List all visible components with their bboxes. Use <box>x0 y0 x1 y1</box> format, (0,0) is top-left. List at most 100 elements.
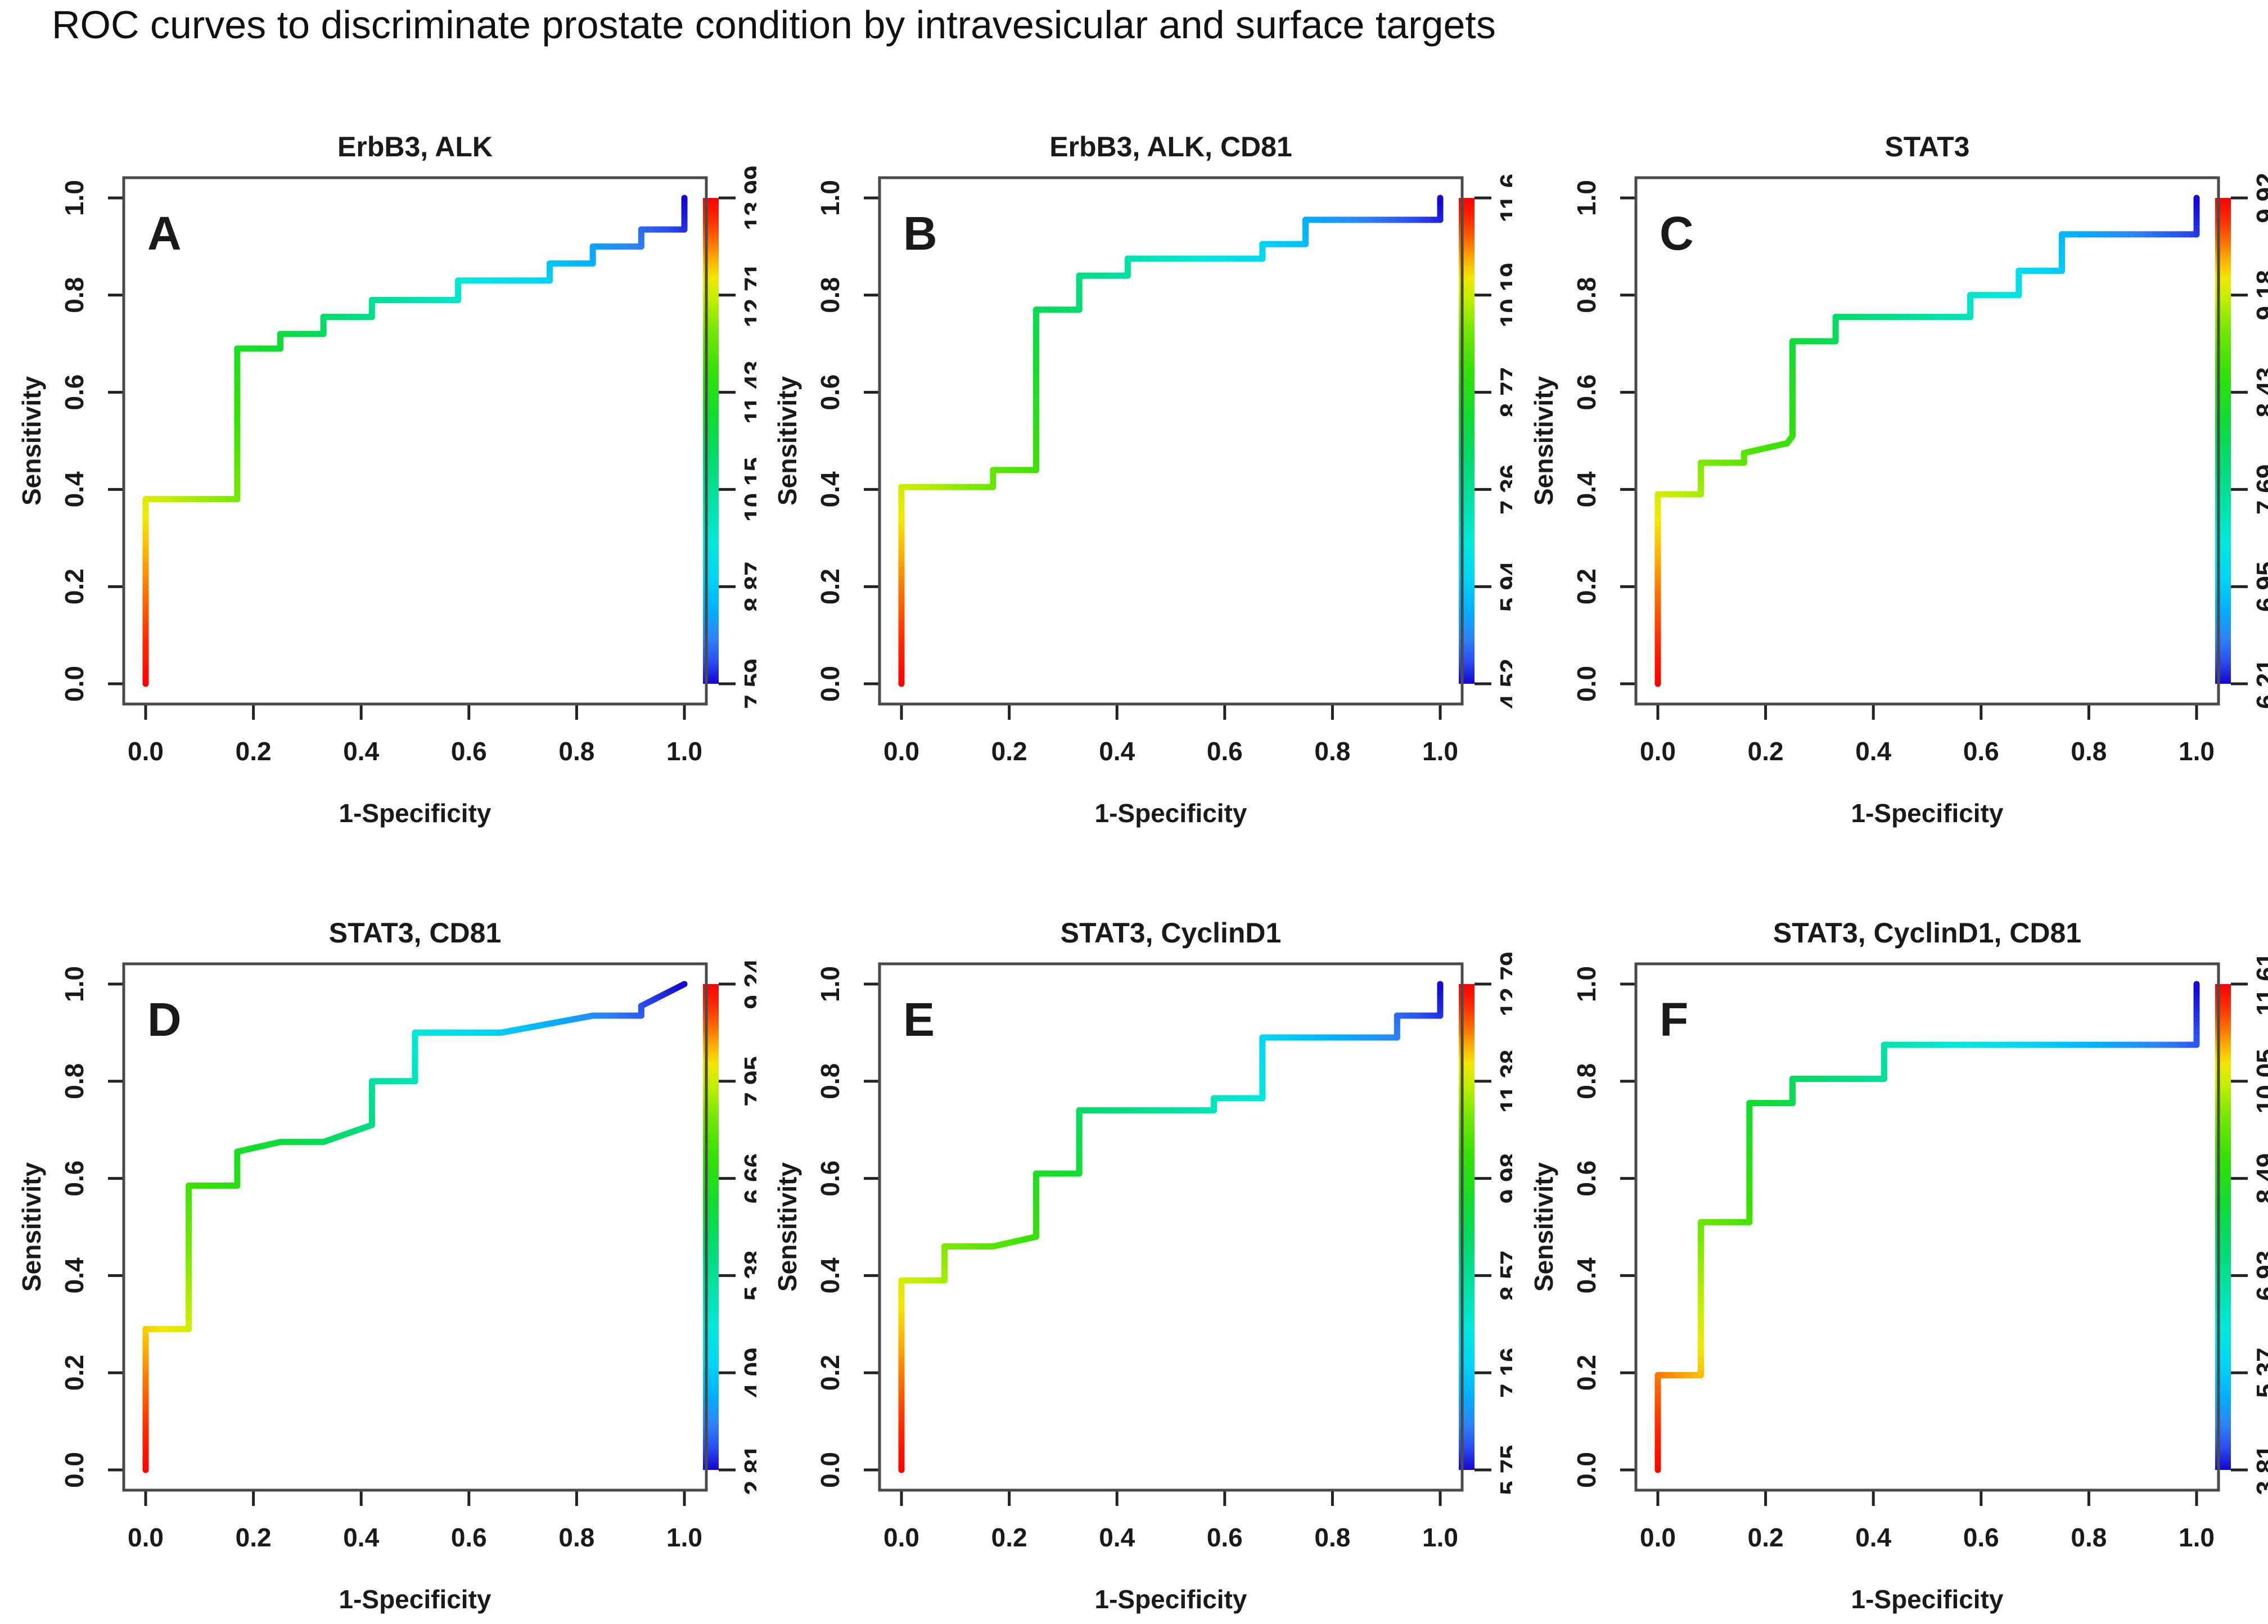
roc-panel-C: STAT3 0.0 0.2 0.4 0.6 0.8 1.0 0.0 0.2 0.4 0.6 0.8 1.… <box>1512 62 2268 838</box>
colorbar-tick-label: 12.79 <box>1495 951 1512 1016</box>
x-axis-label: 1-Specificity <box>1095 799 1247 828</box>
roc-chart-B: ErbB3, ALK, CD81 0.0 0.2 0.4 0.6 0.8 1.0 0.0 0.2… <box>773 131 1512 828</box>
y-tick-label: 0.8 <box>60 1063 89 1099</box>
x-tick-label: 0.8 <box>2071 1523 2107 1552</box>
y-axis-label: Sensitivity <box>773 376 802 506</box>
panel-letter: A <box>147 207 182 260</box>
colorbar-tick-label: 11.6 <box>1495 174 1512 223</box>
y-tick-label: 0.8 <box>815 277 845 313</box>
y-tick-label: 0.8 <box>60 277 89 313</box>
roc-curve <box>1654 981 2200 1473</box>
x-tick-label: 0.2 <box>236 1523 272 1552</box>
y-axis-label: Sensitivity <box>17 376 46 506</box>
y-tick-label: 0.4 <box>815 1257 845 1293</box>
y-tick-label: 0.0 <box>60 666 89 702</box>
colorbar-tick-label: 5.38 <box>739 1251 756 1301</box>
x-tick-label: 0.8 <box>558 1523 594 1552</box>
roc-panel-A: ErbB3, ALK 0.0 0.2 0.4 0.6 0.8 1.0 0.0 0.2 0.4 0.6… <box>0 62 756 838</box>
y-tick-label: 1.0 <box>60 180 89 216</box>
panel-title: STAT3 <box>1885 131 1970 163</box>
x-tick-label: 1.0 <box>666 737 702 766</box>
x-tick-label: 0.6 <box>1207 737 1243 766</box>
figure-title: ROC curves to discriminate prostate cond… <box>52 3 1496 47</box>
colorbar-tick-label: 8.87 <box>739 561 756 612</box>
colorbar-tick-label: 7.95 <box>739 1056 756 1107</box>
panel-title: ErbB3, ALK, CD81 <box>1049 131 1292 163</box>
colorbar-tick-label: 5.37 <box>2251 1347 2268 1398</box>
roc-panel-E: STAT3, CyclinD1 0.0 0.2 0.4 0.6 0.8 1.0 0.0 0.2 0… <box>756 848 1512 1624</box>
y-tick-label: 0.4 <box>815 471 845 507</box>
y-tick-label: 1.0 <box>815 966 845 1002</box>
colorbar-tick-label: 13.99 <box>739 165 756 230</box>
panel-letter: D <box>147 993 182 1046</box>
x-tick-label: 1.0 <box>1422 1523 1458 1552</box>
y-tick-label: 0.4 <box>60 471 89 507</box>
x-tick-label: 0.0 <box>128 1523 164 1552</box>
x-tick-label: 0.2 <box>991 1523 1027 1552</box>
panel-title: ErbB3, ALK <box>337 131 493 163</box>
y-axis-label: Sensitivity <box>17 1162 46 1292</box>
y-tick-label: 0.8 <box>815 1063 845 1099</box>
x-tick-label: 0.0 <box>883 737 919 766</box>
x-tick-label: 0.4 <box>1099 1523 1135 1552</box>
x-tick-label: 0.4 <box>1855 1523 1891 1552</box>
x-tick-label: 1.0 <box>666 1523 702 1552</box>
x-tick-label: 0.8 <box>558 737 594 766</box>
x-tick-label: 0.2 <box>1748 1523 1784 1552</box>
colorbar-tick-label: 9.98 <box>1495 1153 1512 1204</box>
x-axis-label: 1-Specificity <box>339 799 492 828</box>
colorbar-tick-label: 10.19 <box>1495 263 1512 327</box>
panel-letter: B <box>903 207 937 260</box>
x-tick-label: 0.8 <box>2071 737 2107 766</box>
x-tick-label: 0.2 <box>236 737 272 766</box>
x-axis-label: 1-Specificity <box>1851 1585 2004 1614</box>
y-tick-label: 0.2 <box>1572 569 1601 605</box>
x-tick-label: 0.2 <box>991 737 1027 766</box>
colorbar-tick-label: 9.92 <box>2251 173 2268 223</box>
panel-title: STAT3, CyclinD1, CD81 <box>1773 917 2081 949</box>
y-tick-label: 0.0 <box>1572 1452 1601 1488</box>
colorbar-tick-label: 11.61 <box>2251 953 2268 1016</box>
plot-box <box>1634 176 2220 706</box>
roc-chart-D: STAT3, CD81 0.0 0.2 0.4 0.6 0.8 1.0 0.0 0.2 0.4 0.… <box>17 917 756 1614</box>
y-tick-label: 0.6 <box>60 375 89 410</box>
y-tick-label: 0.6 <box>815 1161 845 1197</box>
roc-curve <box>142 981 688 1473</box>
y-tick-label: 0.6 <box>1572 375 1601 410</box>
panel-letter: F <box>1660 993 1688 1046</box>
y-tick-label: 1.0 <box>1572 966 1601 1002</box>
x-tick-label: 0.4 <box>1099 737 1135 766</box>
panel-title: STAT3, CD81 <box>329 917 502 949</box>
x-tick-label: 0.8 <box>1314 1523 1350 1552</box>
x-tick-label: 1.0 <box>2179 1523 2215 1552</box>
colorbar-tick-label: 10.15 <box>739 457 756 522</box>
x-tick-label: 0.0 <box>883 1523 919 1552</box>
colorbar-tick-label: 6.66 <box>739 1153 756 1204</box>
plot-box <box>1634 962 2220 1492</box>
y-tick-label: 0.4 <box>60 1257 89 1293</box>
x-axis-label: 1-Specificity <box>1095 1585 1247 1614</box>
y-tick-label: 0.0 <box>815 666 845 702</box>
x-tick-label: 0.6 <box>451 1523 487 1552</box>
roc-panel-D: STAT3, CD81 0.0 0.2 0.4 0.6 0.8 1.0 0.0 0.2 0.4 0.… <box>0 848 756 1624</box>
roc-chart-C: STAT3 0.0 0.2 0.4 0.6 0.8 1.0 0.0 0.2 0.4 0.6 0.8 1.… <box>1529 131 2268 828</box>
y-tick-label: 0.2 <box>60 569 89 605</box>
colorbar-tick-label: 8.57 <box>1495 1251 1512 1301</box>
colorbar-tick-label: 6.21 <box>2251 658 2268 709</box>
colorbar-tick-label: 7.16 <box>1495 1347 1512 1398</box>
colorbar-tick-label: 11.38 <box>1495 1050 1512 1113</box>
y-tick-label: 0.6 <box>1572 1161 1601 1197</box>
colorbar-tick-label: 5.94 <box>1495 561 1512 612</box>
roc-curve <box>898 981 1444 1473</box>
y-tick-label: 1.0 <box>815 180 845 216</box>
x-tick-label: 0.6 <box>1963 737 1999 766</box>
y-tick-label: 0.6 <box>815 375 845 410</box>
x-tick-label: 0.0 <box>1640 1523 1676 1552</box>
plot-box <box>878 962 1464 1492</box>
y-tick-label: 1.0 <box>1572 180 1601 216</box>
y-tick-label: 0.2 <box>60 1355 89 1391</box>
x-tick-label: 0.4 <box>343 1523 379 1552</box>
x-tick-label: 0.0 <box>1640 737 1676 766</box>
panel-title: STAT3, CyclinD1 <box>1061 917 1282 949</box>
